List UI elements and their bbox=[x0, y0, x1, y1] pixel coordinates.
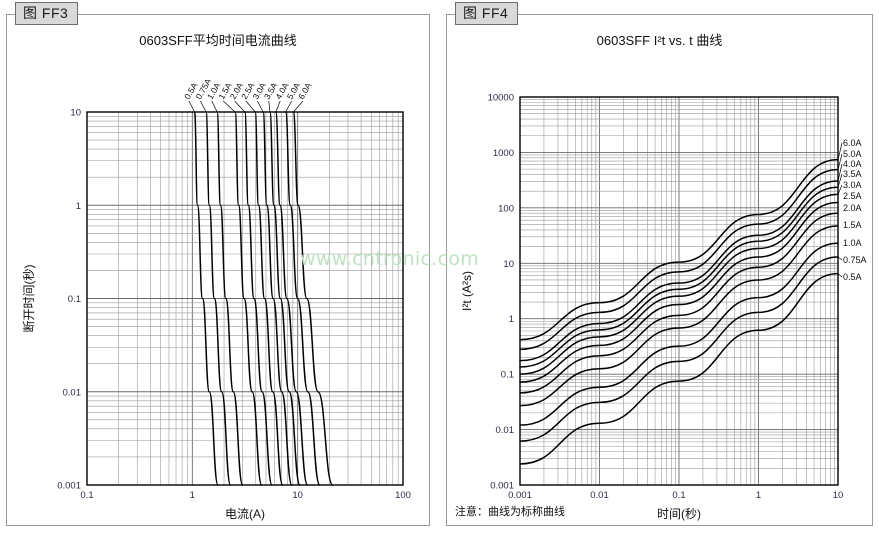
svg-text:10: 10 bbox=[70, 108, 81, 119]
svg-text:1000: 1000 bbox=[493, 148, 514, 159]
figure-panel-ff4: 图 FF4 0603SFF I²t vs. t 曲线 0.001 0.01 0.1 1… bbox=[446, 2, 873, 526]
svg-text:I²t (A²s): I²t (A²s) bbox=[460, 271, 474, 311]
chart-ff4: 0.001 0.01 0.1 1 10 0.001 0.01 0.1 1 10 100 1000 100… bbox=[460, 93, 867, 522]
series-label: 0.75A bbox=[843, 255, 867, 265]
svg-text:10000: 10000 bbox=[488, 93, 514, 104]
svg-text:0.1: 0.1 bbox=[672, 490, 685, 501]
chart-note: 注意：曲线为标称曲线 bbox=[455, 506, 565, 518]
svg-text:0.1: 0.1 bbox=[501, 370, 514, 381]
figure-tab-ff4: 图 FF4 bbox=[455, 2, 519, 26]
series-label: 6.0A bbox=[296, 81, 314, 101]
series-label: 1.0A bbox=[843, 238, 862, 248]
series-label: 5.0A bbox=[843, 149, 862, 159]
svg-text:电流(A): 电流(A) bbox=[225, 507, 265, 521]
svg-text:100: 100 bbox=[498, 203, 514, 214]
series-label: 2.0A bbox=[843, 203, 862, 213]
svg-text:0.1: 0.1 bbox=[80, 490, 93, 501]
svg-text:1: 1 bbox=[509, 314, 514, 325]
svg-text:断开时间(秒): 断开时间(秒) bbox=[21, 265, 36, 333]
svg-text:1: 1 bbox=[76, 201, 81, 212]
series-label: 0.5A bbox=[843, 272, 862, 282]
svg-text:10: 10 bbox=[503, 259, 514, 270]
series-label: 6.0A bbox=[843, 138, 862, 148]
svg-text:0.001: 0.001 bbox=[490, 481, 514, 492]
series-label: 1.5A bbox=[843, 220, 862, 230]
svg-text:10: 10 bbox=[292, 490, 303, 501]
svg-text:0.1: 0.1 bbox=[68, 294, 81, 305]
series-label: 2.5A bbox=[843, 191, 862, 201]
chart-ff3: 0.1 1 10 1000.0010.010.1110电流(A)断开时间(秒)0.5A… bbox=[21, 76, 411, 521]
svg-text:100: 100 bbox=[395, 490, 411, 501]
svg-text:0.01: 0.01 bbox=[496, 425, 515, 436]
series-label: 3.5A bbox=[843, 169, 862, 179]
figure-panel-ff3: 图 FF3 0603SFF平均时间电流曲线 0.1 1 10 100 0.001 0.01… bbox=[6, 2, 430, 526]
svg-text:0.01: 0.01 bbox=[590, 490, 609, 501]
svg-text:时间(秒): 时间(秒) bbox=[657, 507, 701, 521]
svg-text:0.01: 0.01 bbox=[63, 387, 82, 398]
chart-title-ff3: 0603SFF平均时间电流曲线 bbox=[139, 33, 297, 48]
svg-text:0.001: 0.001 bbox=[508, 490, 532, 501]
figure-tab-ff3: 图 FF3 bbox=[15, 2, 79, 26]
series-label: 3.0A bbox=[843, 180, 862, 190]
chart-title-ff4: 0603SFF I²t vs. t 曲线 bbox=[596, 33, 723, 48]
svg-text:10: 10 bbox=[833, 490, 844, 501]
svg-text:0.001: 0.001 bbox=[57, 481, 81, 492]
svg-text:1: 1 bbox=[190, 490, 195, 501]
svg-text:1: 1 bbox=[756, 490, 761, 501]
series-label: 4.0A bbox=[843, 159, 862, 169]
